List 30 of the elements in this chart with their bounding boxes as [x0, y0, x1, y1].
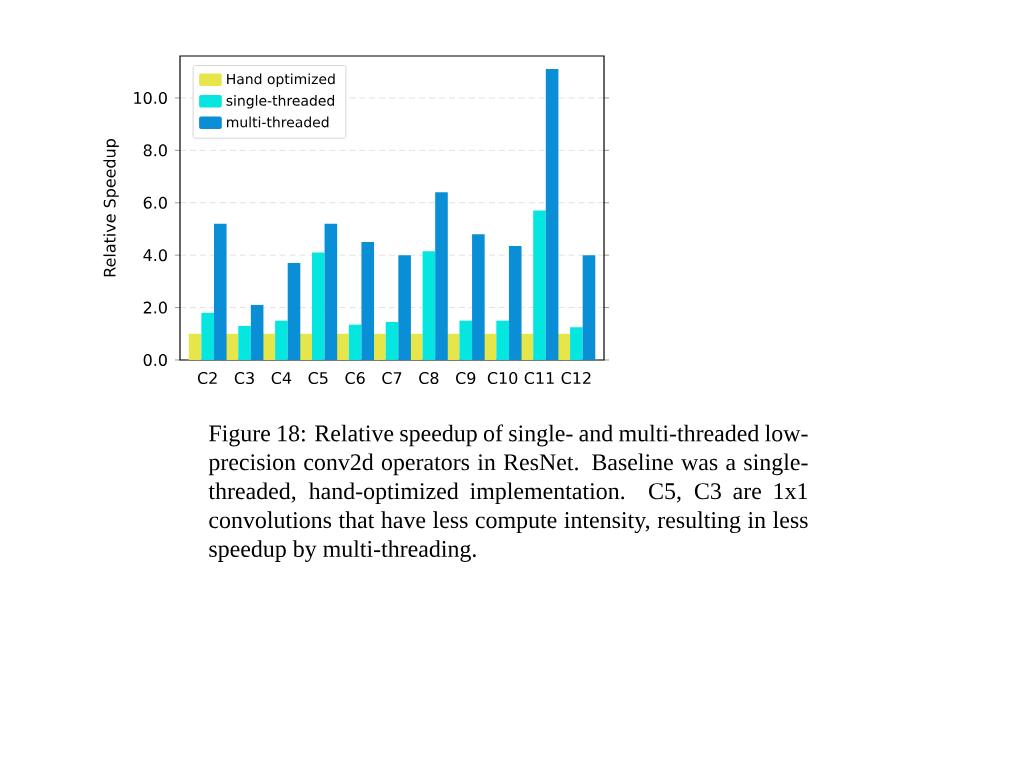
bar: [385, 321, 399, 360]
bar: [324, 223, 338, 360]
bar: [201, 312, 214, 360]
bar: [373, 333, 386, 360]
bar: [435, 192, 448, 360]
bar: [570, 327, 583, 360]
bar: [348, 324, 362, 360]
bar: [336, 333, 349, 360]
bar: [545, 69, 559, 360]
bar: [287, 263, 301, 360]
bar: [250, 304, 264, 360]
caption: Figure 18: Relative speedup of single- and multi-threaded low-precision conv2d operators in ResNet. Baseline was a single-threaded, hand-optimized implementation. C5, C3 are 1x1 convolutions that have less compute intensity, resulting in less speedup by multi-threading.: [208, 424, 808, 562]
bar: [213, 223, 227, 360]
bar: [299, 333, 312, 360]
bar: [422, 251, 436, 360]
bar: [275, 320, 288, 360]
bar: [311, 252, 325, 360]
bar: [533, 210, 546, 360]
bar: [238, 325, 251, 360]
bar: [582, 255, 596, 360]
bar: [557, 333, 571, 360]
bar: [361, 242, 375, 360]
bar: [188, 333, 202, 360]
bar: [472, 234, 485, 360]
bar: [496, 320, 509, 360]
bar: [262, 333, 276, 360]
bar: [459, 320, 473, 360]
bar: [409, 333, 423, 360]
bar: [398, 255, 411, 360]
bar: [508, 245, 522, 360]
